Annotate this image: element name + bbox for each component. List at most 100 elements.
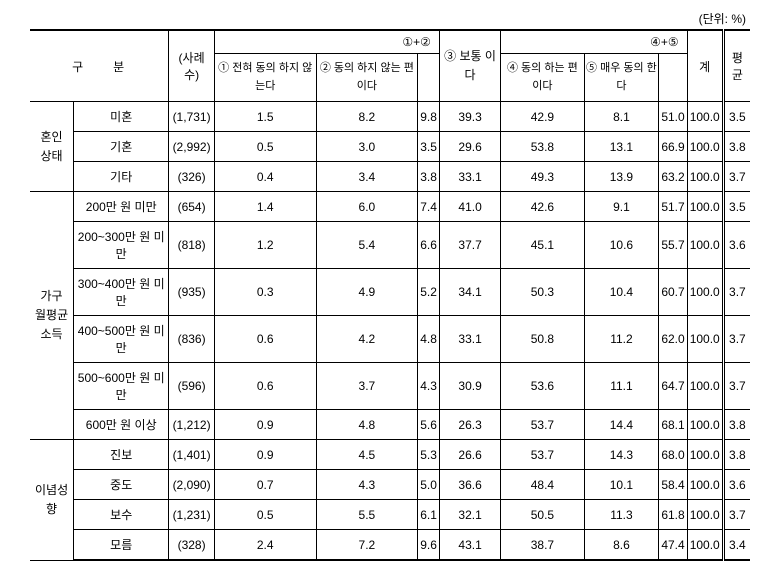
value-cell: 4.9 xyxy=(316,269,418,316)
header-c4: ④ 동의 하는 편이다 xyxy=(501,54,584,102)
value-cell: 32.1 xyxy=(439,500,500,530)
table-row: 200~300만 원 미만(818)1.25.46.637.745.110.65… xyxy=(30,222,750,269)
header-c1: ① 전혀 동의 하지 않는다 xyxy=(214,54,316,102)
value-cell: 3.5 xyxy=(418,132,440,162)
value-cell: 100.0 xyxy=(687,500,723,530)
value-cell: 9.6 xyxy=(418,530,440,561)
value-cell: 34.1 xyxy=(439,269,500,316)
header-c5: ⑤ 매우 동의 한다 xyxy=(584,54,659,102)
value-cell: 100.0 xyxy=(687,132,723,162)
value-cell: 4.8 xyxy=(418,316,440,363)
row-label: 200~300만 원 미만 xyxy=(74,222,169,269)
header-c2: ② 동의 하지 않는 편이다 xyxy=(316,54,418,102)
value-cell: 43.1 xyxy=(439,530,500,561)
sample-size: (818) xyxy=(169,222,215,269)
value-cell: 100.0 xyxy=(687,162,723,192)
value-cell: 0.9 xyxy=(214,410,316,440)
value-cell: 3.8 xyxy=(723,132,750,162)
row-label: 진보 xyxy=(74,440,169,470)
value-cell: 48.4 xyxy=(501,470,584,500)
header-gubun: 구분 xyxy=(30,30,169,102)
value-cell: 10.1 xyxy=(584,470,659,500)
header-group-45: ④+⑤ xyxy=(501,30,687,54)
value-cell: 63.2 xyxy=(659,162,687,192)
value-cell: 1.4 xyxy=(214,192,316,222)
value-cell: 11.1 xyxy=(584,363,659,410)
value-cell: 6.0 xyxy=(316,192,418,222)
value-cell: 3.4 xyxy=(316,162,418,192)
value-cell: 1.2 xyxy=(214,222,316,269)
value-cell: 29.6 xyxy=(439,132,500,162)
value-cell: 5.4 xyxy=(316,222,418,269)
value-cell: 0.5 xyxy=(214,132,316,162)
header-group-12: ①+② xyxy=(214,30,439,54)
row-label: 모름 xyxy=(74,530,169,561)
table-row: 500~600만 원 미만(596)0.63.74.330.953.611.16… xyxy=(30,363,750,410)
sample-size: (1,212) xyxy=(169,410,215,440)
row-label: 기혼 xyxy=(74,132,169,162)
table-row: 400~500만 원 미만(836)0.64.24.833.150.811.26… xyxy=(30,316,750,363)
table-row: 혼인상태미혼(1,731)1.58.29.839.342.98.151.0100… xyxy=(30,102,750,132)
value-cell: 55.7 xyxy=(659,222,687,269)
row-label: 보수 xyxy=(74,500,169,530)
value-cell: 13.1 xyxy=(584,132,659,162)
sample-size: (935) xyxy=(169,269,215,316)
value-cell: 61.8 xyxy=(659,500,687,530)
value-cell: 3.7 xyxy=(723,500,750,530)
value-cell: 0.3 xyxy=(214,269,316,316)
category-label: 가구월평균소득 xyxy=(30,192,74,440)
sample-size: (836) xyxy=(169,316,215,363)
value-cell: 5.5 xyxy=(316,500,418,530)
value-cell: 26.6 xyxy=(439,440,500,470)
value-cell: 100.0 xyxy=(687,269,723,316)
value-cell: 0.5 xyxy=(214,500,316,530)
value-cell: 4.3 xyxy=(316,470,418,500)
value-cell: 0.6 xyxy=(214,316,316,363)
value-cell: 33.1 xyxy=(439,162,500,192)
unit-label: (단위: %) xyxy=(30,10,750,27)
value-cell: 41.0 xyxy=(439,192,500,222)
sample-size: (596) xyxy=(169,363,215,410)
value-cell: 49.3 xyxy=(501,162,584,192)
value-cell: 100.0 xyxy=(687,530,723,561)
value-cell: 3.5 xyxy=(723,102,750,132)
value-cell: 50.8 xyxy=(501,316,584,363)
value-cell: 3.7 xyxy=(723,269,750,316)
value-cell: 3.8 xyxy=(723,410,750,440)
value-cell: 3.6 xyxy=(723,222,750,269)
value-cell: 62.0 xyxy=(659,316,687,363)
value-cell: 39.3 xyxy=(439,102,500,132)
table-row: 가구월평균소득200만 원 미만(654)1.46.07.441.042.69.… xyxy=(30,192,750,222)
value-cell: 100.0 xyxy=(687,316,723,363)
value-cell: 3.8 xyxy=(723,440,750,470)
value-cell: 50.3 xyxy=(501,269,584,316)
sample-size: (1,231) xyxy=(169,500,215,530)
value-cell: 36.6 xyxy=(439,470,500,500)
survey-table: 구분 (사례수) ①+② ③ 보통 이다 ④+⑤ 계 평균 ① 전혀 동의 하지… xyxy=(30,29,750,561)
value-cell: 100.0 xyxy=(687,440,723,470)
sample-size: (2,992) xyxy=(169,132,215,162)
row-label: 500~600만 원 미만 xyxy=(74,363,169,410)
value-cell: 60.7 xyxy=(659,269,687,316)
value-cell: 7.4 xyxy=(418,192,440,222)
value-cell: 42.9 xyxy=(501,102,584,132)
value-cell: 100.0 xyxy=(687,363,723,410)
table-row: 기타(326)0.43.43.833.149.313.963.2100.03.7 xyxy=(30,162,750,192)
value-cell: 5.0 xyxy=(418,470,440,500)
value-cell: 14.3 xyxy=(584,440,659,470)
value-cell: 9.1 xyxy=(584,192,659,222)
table-row: 300~400만 원 미만(935)0.34.95.234.150.310.46… xyxy=(30,269,750,316)
header-c45-sub xyxy=(659,54,687,102)
sample-size: (654) xyxy=(169,192,215,222)
table-row: 기혼(2,992)0.53.03.529.653.813.166.9100.03… xyxy=(30,132,750,162)
value-cell: 13.9 xyxy=(584,162,659,192)
sample-size: (1,731) xyxy=(169,102,215,132)
value-cell: 58.4 xyxy=(659,470,687,500)
row-label: 기타 xyxy=(74,162,169,192)
value-cell: 53.8 xyxy=(501,132,584,162)
row-label: 300~400만 원 미만 xyxy=(74,269,169,316)
value-cell: 50.5 xyxy=(501,500,584,530)
value-cell: 8.2 xyxy=(316,102,418,132)
value-cell: 7.2 xyxy=(316,530,418,561)
value-cell: 11.3 xyxy=(584,500,659,530)
